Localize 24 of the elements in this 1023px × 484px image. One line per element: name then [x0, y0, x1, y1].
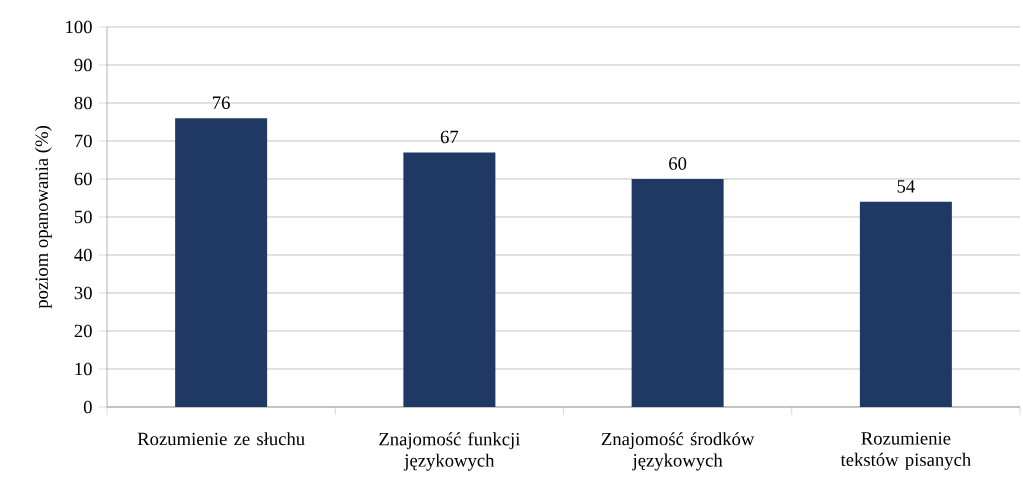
y-tick-label: 0: [83, 400, 92, 414]
x-tick-label: Rozumienie ze słuchu: [137, 432, 305, 446]
bar: [175, 118, 268, 407]
data-label: 60: [669, 157, 687, 170]
y-tick-label: 30: [74, 286, 92, 300]
bar: [859, 201, 952, 407]
y-axis-title: poziom opanowania (%): [34, 126, 52, 309]
y-tick-label: 60: [74, 172, 92, 186]
y-tick-label: 20: [74, 324, 92, 338]
bar: [631, 178, 724, 407]
y-tick-label: 70: [75, 134, 92, 148]
y-tick-label: 40: [74, 248, 92, 262]
data-label: 54: [897, 180, 915, 193]
y-tick-label: 10: [75, 362, 92, 376]
data-label: 67: [440, 130, 459, 144]
bar: [403, 152, 496, 407]
y-tick-label: 100: [66, 20, 92, 34]
y-tick-label: 80: [74, 96, 92, 110]
data-label: 76: [213, 96, 230, 110]
x-tick-label: Znajomość funkcji językowych: [379, 432, 521, 471]
x-tick-label: Znajomość środków językowych: [601, 432, 755, 471]
x-tick-label: Rozumienie tekstów pisanych: [840, 432, 971, 470]
y-tick-label: 50: [74, 210, 92, 224]
y-tick-label: 90: [74, 58, 92, 72]
